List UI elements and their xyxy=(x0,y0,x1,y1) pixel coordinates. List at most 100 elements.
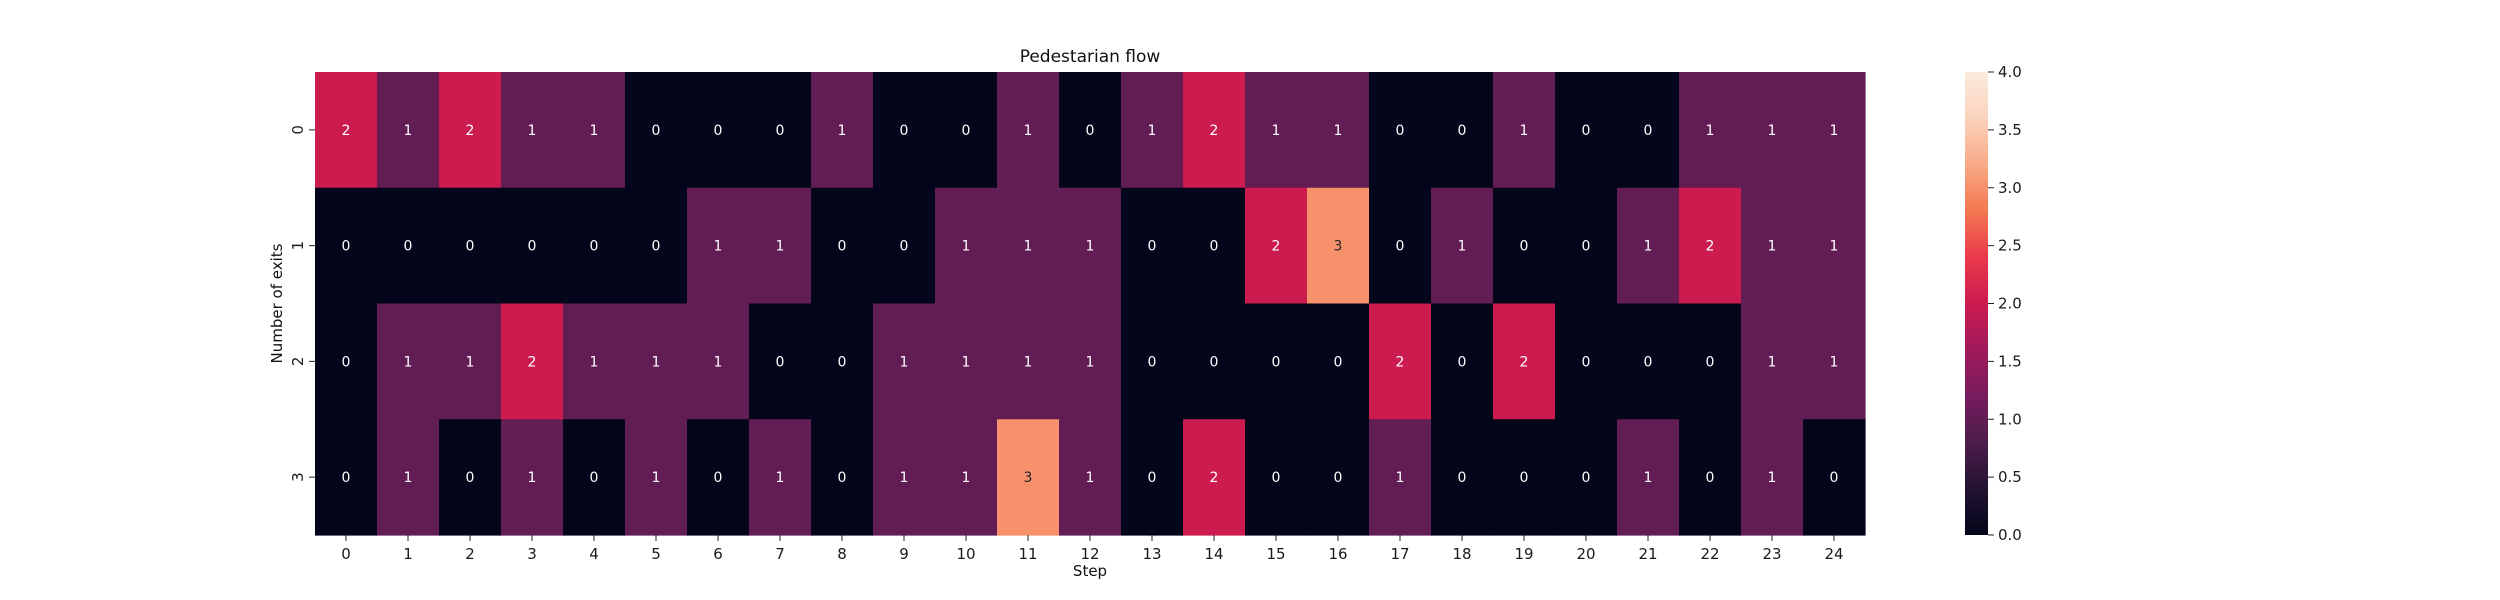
heatmap-cell xyxy=(1307,303,1370,420)
x-tick-label: 3 xyxy=(527,545,537,563)
heatmap-cell xyxy=(1555,419,1618,536)
heatmap-cell xyxy=(811,72,874,189)
cell-value-label: 1 xyxy=(1024,239,1033,255)
y-axis-label: Number of exits xyxy=(268,243,286,363)
heatmap-cell xyxy=(315,72,378,189)
heatmap-cell xyxy=(1369,303,1432,420)
heatmap-cell xyxy=(1307,72,1370,189)
y-tick-label: 1 xyxy=(289,241,307,251)
colorbar-tick-label: 3.5 xyxy=(1998,121,2022,139)
cell-value-label: 0 xyxy=(1458,123,1467,139)
x-tick-label: 10 xyxy=(956,545,975,563)
cell-value-label: 2 xyxy=(342,123,351,139)
cell-value-label: 3 xyxy=(1024,470,1033,486)
heatmap-cell xyxy=(563,187,626,305)
cell-value-label: 2 xyxy=(528,354,537,370)
heatmap-cell xyxy=(1121,303,1184,420)
cell-value-label: 0 xyxy=(1334,354,1343,370)
heatmap-cell xyxy=(935,187,998,305)
heatmap-cell xyxy=(1183,72,1246,189)
x-tick-label: 15 xyxy=(1266,545,1285,563)
cell-value-label: 0 xyxy=(838,239,847,255)
heatmap-cell xyxy=(377,72,440,189)
cell-value-label: 1 xyxy=(776,239,785,255)
heatmap-cell xyxy=(563,419,626,536)
cell-value-label: 1 xyxy=(714,354,723,370)
cell-value-label: 0 xyxy=(404,239,413,255)
cell-value-label: 1 xyxy=(1644,470,1653,486)
heatmap-cell xyxy=(749,419,812,536)
cell-value-label: 0 xyxy=(1148,239,1157,255)
x-tick-label: 8 xyxy=(837,545,847,563)
heatmap-cell xyxy=(1369,419,1432,536)
cell-value-label: 1 xyxy=(1024,123,1033,139)
cell-value-label: 1 xyxy=(466,354,475,370)
cell-value-label: 1 xyxy=(1768,239,1777,255)
cell-value-label: 0 xyxy=(1582,239,1591,255)
cell-value-label: 0 xyxy=(900,123,909,139)
cell-value-label: 0 xyxy=(1272,470,1281,486)
heatmap-cell xyxy=(1307,419,1370,536)
heatmap-cell xyxy=(1741,72,1804,189)
cell-value-label: 1 xyxy=(1520,123,1529,139)
cell-value-label: 0 xyxy=(1644,354,1653,370)
x-tick-label: 2 xyxy=(465,545,475,563)
x-tick-label: 11 xyxy=(1018,545,1037,563)
cell-value-label: 1 xyxy=(900,470,909,486)
heatmap-cell xyxy=(1803,419,1866,536)
cell-value-label: 1 xyxy=(528,123,537,139)
heatmap-cell xyxy=(1245,72,1308,189)
heatmap-cell xyxy=(439,419,502,536)
x-tick-label: 18 xyxy=(1452,545,1471,563)
x-tick-label: 19 xyxy=(1514,545,1533,563)
heatmap-cell xyxy=(1617,419,1680,536)
cell-value-label: 0 xyxy=(962,123,971,139)
cell-value-label: 0 xyxy=(528,239,537,255)
heatmap-cells xyxy=(315,72,1866,536)
x-tick-label: 1 xyxy=(403,545,413,563)
heatmap-cell xyxy=(687,187,750,305)
heatmap-cell xyxy=(1679,303,1742,420)
cell-value-label: 1 xyxy=(1768,123,1777,139)
colorbar-tick-label: 0.0 xyxy=(1998,526,2022,544)
x-tick-label: 12 xyxy=(1080,545,1099,563)
cell-value-label: 0 xyxy=(838,470,847,486)
cell-value-label: 0 xyxy=(1830,470,1839,486)
cell-value-label: 0 xyxy=(776,123,785,139)
heatmap-cell xyxy=(1121,187,1184,305)
cell-value-label: 0 xyxy=(1086,123,1095,139)
heatmap-cell xyxy=(1183,187,1246,305)
x-axis: 0 1 2 3 4 5 6 7 8 9 10 11 12 13 14 15 16 17 18 19 20 21 22 23 24 xyxy=(341,535,1844,563)
cell-value-label: 2 xyxy=(1706,239,1715,255)
heatmap-cell xyxy=(1679,419,1742,536)
heatmap-cell xyxy=(1741,303,1804,420)
x-tick-label: 16 xyxy=(1328,545,1347,563)
cell-value-label: 0 xyxy=(838,354,847,370)
heatmap-cell xyxy=(873,187,936,305)
colorbar-tick-label: 1.0 xyxy=(1998,410,2022,428)
cell-value-label: 0 xyxy=(1396,123,1405,139)
x-tick-label: 7 xyxy=(775,545,785,563)
cell-value-label: 1 xyxy=(714,239,723,255)
heatmap-cell xyxy=(997,72,1060,189)
heatmap-cell xyxy=(1555,187,1618,305)
x-tick-label: 0 xyxy=(341,545,351,563)
heatmap-cell xyxy=(811,303,874,420)
cell-value-label: 0 xyxy=(342,239,351,255)
heatmap-cell xyxy=(873,303,936,420)
cell-value-label: 0 xyxy=(714,470,723,486)
colorbar-gradient xyxy=(1965,72,1988,535)
cell-value-label: 0 xyxy=(1272,354,1281,370)
heatmap-cell xyxy=(1803,187,1866,305)
cell-value-label: 1 xyxy=(962,239,971,255)
cell-value-label: 0 xyxy=(900,239,909,255)
cell-value-label: 1 xyxy=(1458,239,1467,255)
heatmap-cell xyxy=(1183,419,1246,536)
heatmap-cell xyxy=(935,303,998,420)
heatmap-cell-labels: 2 1 2 1 1 0 0 0 1 0 0 1 0 1 2 1 1 0 0 1 0 0 1 1 1 0 0 0 0 0 0 1 1 0 0 1 1 1 0 0… xyxy=(342,123,1839,486)
cell-value-label: 0 xyxy=(466,470,475,486)
heatmap-cell xyxy=(811,419,874,536)
cell-value-label: 0 xyxy=(1396,239,1405,255)
heatmap-cell xyxy=(749,303,812,420)
cell-value-label: 0 xyxy=(1706,354,1715,370)
